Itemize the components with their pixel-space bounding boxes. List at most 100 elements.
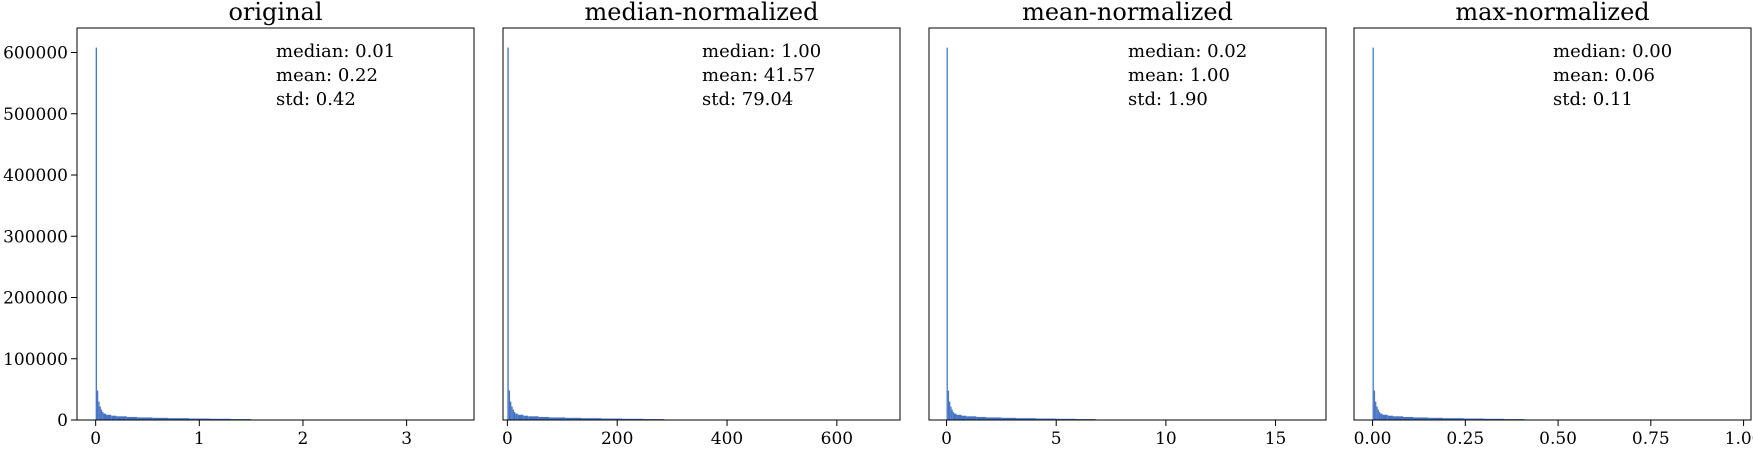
- histogram-bar: [98, 401, 100, 421]
- histogram-bar: [1483, 418, 1505, 420]
- histogram-bar: [152, 417, 169, 420]
- stat-line: std: 1.90: [1128, 89, 1208, 110]
- histogram-bar: [986, 417, 1002, 420]
- stats-annotation: median: 0.01 mean: 0.22 std: 0.42: [276, 41, 395, 110]
- stat-line: mean: 41.57: [702, 65, 815, 86]
- x-tick-label: 0.00: [1354, 429, 1392, 449]
- plot-background: [77, 28, 474, 420]
- x-tick-label: 0: [502, 429, 513, 449]
- histogram-bars: [1372, 47, 1546, 421]
- histogram-bar: [951, 409, 953, 420]
- histogram-bar: [1392, 416, 1403, 420]
- histogram-bar: [580, 418, 602, 420]
- stat-line: std: 0.42: [276, 89, 356, 110]
- histogram-bar: [508, 390, 511, 420]
- histogram-bar: [96, 390, 99, 420]
- stats-annotation: median: 1.00 mean: 41.57 std: 79.04: [702, 41, 821, 110]
- x-tick-label: 0.50: [1539, 429, 1577, 449]
- y-tick-label: 600000: [3, 44, 68, 64]
- histogram-bar: [1373, 390, 1376, 420]
- plot-frame: [76, 27, 475, 421]
- histogram-bar: [1382, 414, 1388, 420]
- stats-annotation: median: 0.02 mean: 1.00 std: 1.90: [1128, 41, 1247, 110]
- histogram-bar: [954, 413, 957, 420]
- stat-line: std: 79.04: [702, 89, 793, 110]
- histogram-bar: [1402, 416, 1413, 420]
- histogram-bar: [565, 417, 581, 420]
- stat-line: std: 0.11: [1553, 89, 1633, 110]
- histogram-bar: [111, 415, 117, 420]
- plot-background: [1354, 28, 1751, 420]
- histogram-bar: [961, 415, 967, 420]
- x-tick-label: 0.75: [1632, 429, 1670, 449]
- x-tick-label: 1.00: [1725, 429, 1753, 449]
- panel-3: mean-normalized 0 5 10 15 median: 0.02 mean: 1…: [928, 0, 1327, 449]
- x-tick-label: 5: [1051, 429, 1062, 449]
- panel-title: median-normalized: [585, 0, 819, 26]
- panel-title: max-normalized: [1455, 0, 1649, 26]
- histogram-bar: [99, 406, 101, 420]
- plot-frame: [1353, 27, 1752, 421]
- histogram-bar: [1035, 418, 1056, 420]
- histogram-bar: [1016, 418, 1036, 420]
- x-tick-label: 0: [941, 429, 952, 449]
- plot-frame: [502, 27, 901, 421]
- stat-line: mean: 0.06: [1553, 65, 1655, 86]
- histogram-bar: [103, 413, 107, 420]
- y-tick-label: 400000: [3, 166, 68, 186]
- histogram-bar: [966, 416, 977, 420]
- histogram-bar: [1375, 401, 1377, 421]
- histogram-bar: [950, 406, 952, 420]
- histogram-bar: [949, 401, 951, 421]
- plot-background: [503, 28, 900, 420]
- histogram-bar: [1428, 417, 1444, 420]
- histogram-bar: [137, 417, 153, 420]
- histogram-bar: [116, 416, 127, 420]
- histogram-bar: [946, 47, 948, 420]
- stat-line: median: 0.00: [1553, 41, 1672, 62]
- histogram-bar: [1372, 47, 1374, 420]
- histogram-bar: [523, 415, 529, 420]
- histogram-bar: [168, 418, 189, 420]
- histogram-bar: [1376, 406, 1378, 420]
- histogram-bar: [1443, 418, 1464, 420]
- histogram-bar: [528, 416, 539, 420]
- x-tick-label: 10: [1155, 429, 1177, 449]
- stats-annotation: median: 0.00 mean: 0.06 std: 0.11: [1553, 41, 1672, 110]
- histogram-bar: [1378, 412, 1381, 420]
- histogram-bar: [100, 409, 103, 420]
- panel-1: original 0 1 2 3 0 100000 200000 300000 400000 500…: [3, 0, 475, 449]
- y-tick-label: 300000: [3, 227, 68, 247]
- plot-background: [929, 28, 1326, 420]
- histogram-bar: [513, 412, 516, 420]
- histogram-bar: [126, 416, 138, 420]
- x-tick-label: 3: [401, 429, 412, 449]
- stat-line: median: 1.00: [702, 41, 821, 62]
- histogram-bar: [956, 414, 962, 420]
- histogram-bar: [106, 414, 112, 420]
- stat-line: mean: 0.22: [276, 65, 378, 86]
- y-tick-label: 0: [57, 411, 68, 431]
- histogram-bar: [209, 418, 231, 420]
- histogram-bar: [512, 409, 514, 420]
- stat-line: mean: 1.00: [1128, 65, 1230, 86]
- x-tick-label: 1: [194, 429, 205, 449]
- panel-title: original: [228, 0, 322, 26]
- y-tick-label: 200000: [3, 289, 68, 309]
- histogram-bar: [188, 418, 210, 420]
- histogram-bar: [947, 390, 950, 420]
- panel-4: max-normalized 0.00 0.25 0.50 0.75 1.00 median…: [1353, 0, 1753, 449]
- histogram-bar: [1380, 413, 1383, 420]
- x-tick-label: 0.25: [1446, 429, 1484, 449]
- panel-title: mean-normalized: [1022, 0, 1233, 26]
- x-tick-label: 15: [1265, 429, 1287, 449]
- x-tick-label: 400: [711, 429, 743, 449]
- histogram-bar: [1001, 417, 1017, 420]
- histogram-bar: [1412, 417, 1429, 420]
- histogram-bar: [601, 418, 623, 420]
- histogram-bar: [1387, 415, 1393, 420]
- histogram-bar: [549, 417, 566, 420]
- histogram-bar: [517, 414, 524, 420]
- x-tick-label: 0: [90, 429, 101, 449]
